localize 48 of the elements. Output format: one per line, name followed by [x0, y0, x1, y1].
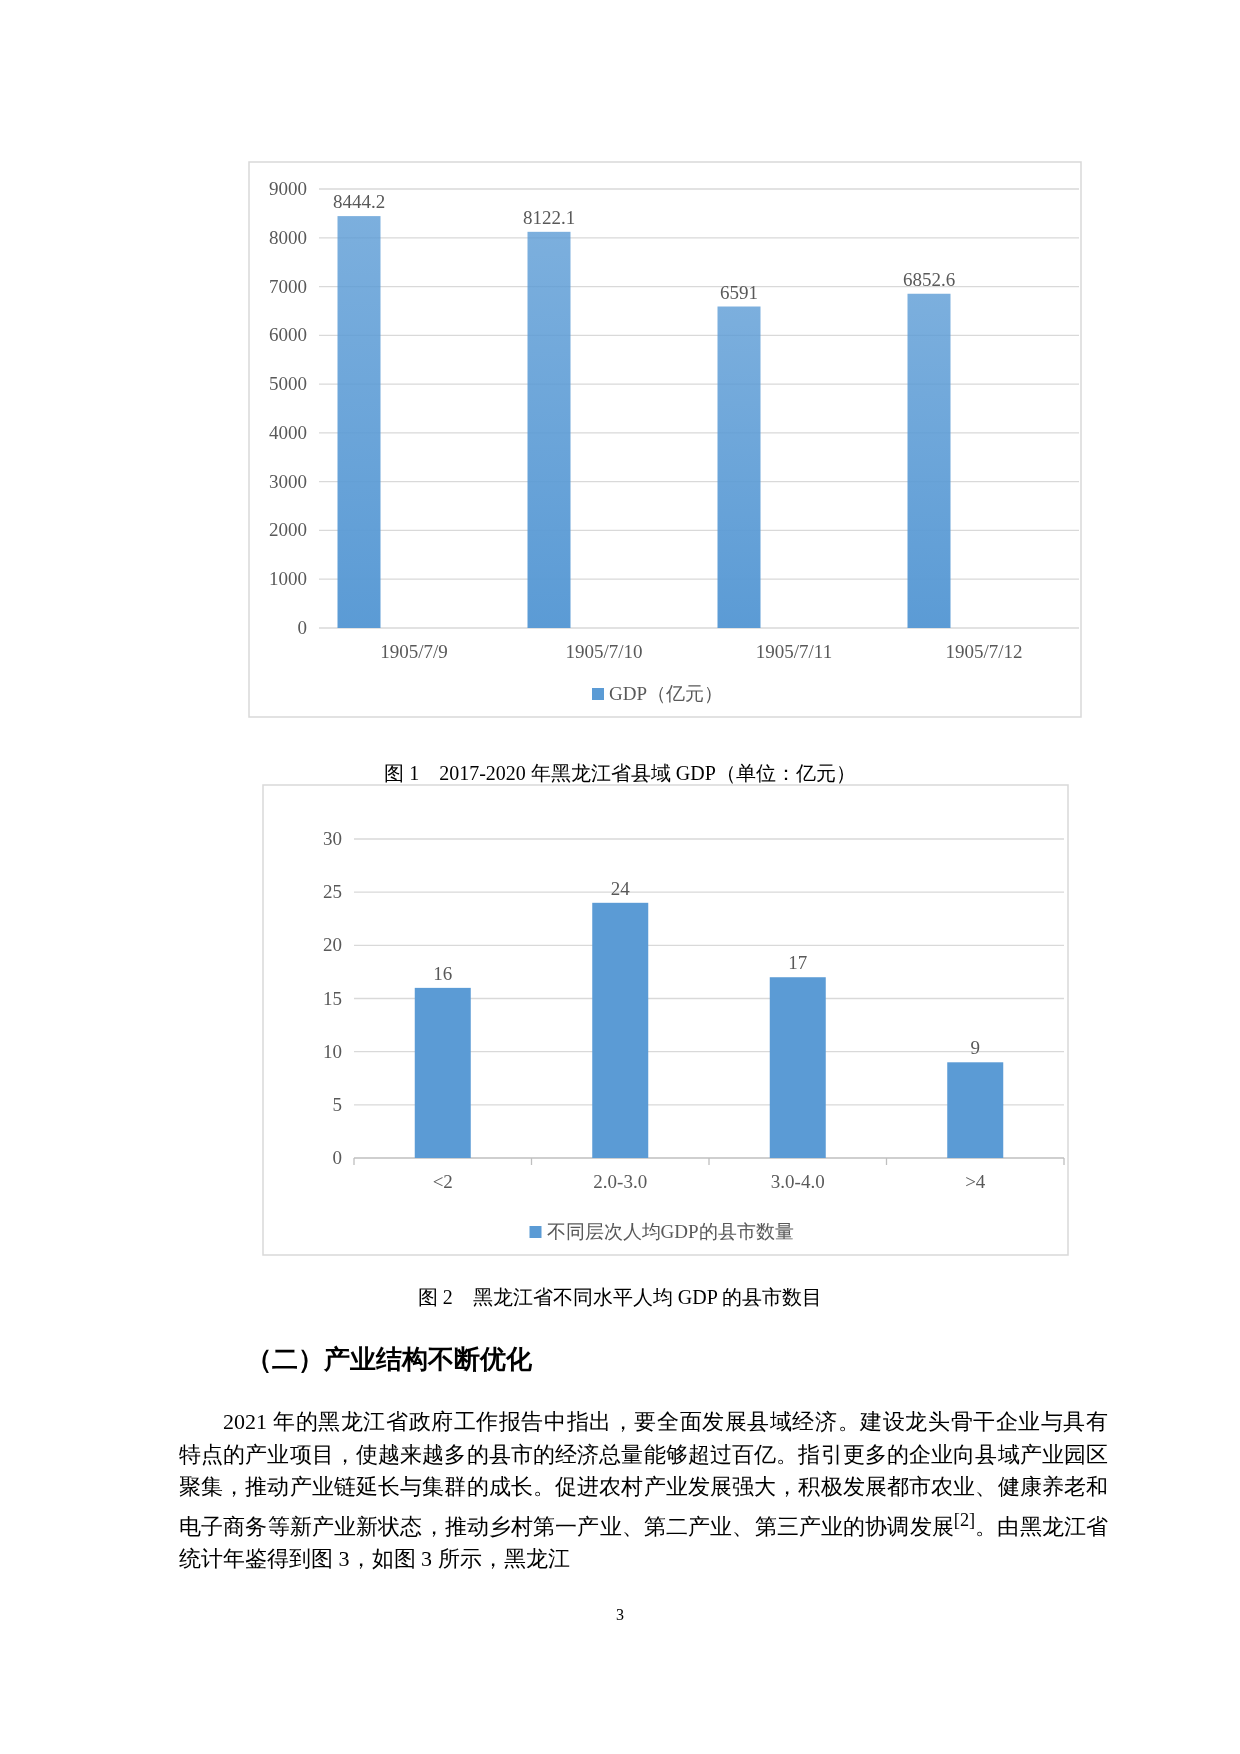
data-label: 8444.2 — [332, 191, 386, 213]
y-tick-label: 15 — [323, 987, 342, 1009]
y-tick-label: 20 — [323, 934, 342, 956]
legend-label: GDP（亿元） — [609, 683, 724, 704]
y-tick-label: 5000 — [269, 373, 307, 395]
x-tick-label: 3.0-4.0 — [770, 1171, 825, 1192]
y-tick-label: 6000 — [269, 324, 307, 346]
y-tick-label: 9000 — [269, 178, 307, 199]
y-tick-label: 1000 — [269, 568, 307, 590]
x-tick-label: 2.0-3.0 — [593, 1171, 648, 1192]
y-tick-label: 25 — [323, 881, 342, 903]
text: 2021 年的黑龙江省政府工作报告中指出，要全面发展县域经济。建设龙头骨干企业与具有特点的产业项目，使越来越多的县市的经济总量能够超过百亿。指引更多的企业向县域产业园区聚集，推动产业链延长与集群的成长。促进农村产业发展强大，积极发展都市农业、健康养老和电子商务等新产业新状态，推动乡村第一产业、第二产业、第三产业的协调发展$^{[2]}$。由黑龙江省统计年鉴得到图 3，如图 3 所示，黑龙江 — [179, 1409, 1109, 1572]
data-label: 6591 — [720, 281, 758, 303]
x-tick-label: <2 — [432, 1171, 453, 1192]
y-tick-label: 30 — [323, 828, 342, 849]
text: （二）产业结构不断优化 — [246, 1343, 532, 1376]
data-label: 8122.1 — [522, 206, 576, 228]
bar — [337, 216, 381, 628]
y-tick-label: 2000 — [269, 519, 307, 541]
bar — [907, 293, 951, 628]
x-tick-label: 1905/7/10 — [565, 641, 643, 662]
bar — [414, 987, 471, 1158]
caption: 图 2 黑龙江省不同水平人均 GDP 的县市数目 — [416, 1285, 824, 1310]
x-tick-label: 1905/7/11 — [755, 641, 833, 662]
bar — [947, 1062, 1004, 1158]
x-tick-label: 1905/7/12 — [945, 641, 1023, 662]
legend-label: 不同层次人均GDP的县市数量 — [546, 1221, 794, 1242]
y-tick-label: 7000 — [269, 275, 307, 297]
y-tick-label: 0 — [297, 617, 307, 638]
y-tick-label: 0 — [332, 1147, 342, 1168]
y-tick-label: 10 — [323, 1040, 342, 1062]
y-tick-label: 3000 — [269, 470, 307, 492]
data-label: 6852.6 — [902, 268, 956, 290]
y-tick-label: 5 — [332, 1093, 342, 1115]
x-tick-label: 1905/7/9 — [380, 641, 448, 662]
text: 3 — [615, 1606, 625, 1624]
y-tick-label: 8000 — [269, 226, 307, 248]
bar — [527, 231, 571, 628]
bar — [769, 977, 826, 1158]
data-label: 24 — [610, 877, 631, 899]
bar — [717, 306, 761, 628]
caption: 图 1 2017-2020 年黑龙江省县域 GDP（单位：亿元） — [383, 761, 857, 786]
data-label: 9 — [970, 1037, 980, 1059]
y-tick-label: 4000 — [269, 421, 307, 443]
x-tick-label: >4 — [965, 1171, 986, 1192]
data-label: 16 — [433, 962, 453, 984]
data-label: 17 — [788, 952, 808, 974]
bar — [592, 902, 649, 1158]
